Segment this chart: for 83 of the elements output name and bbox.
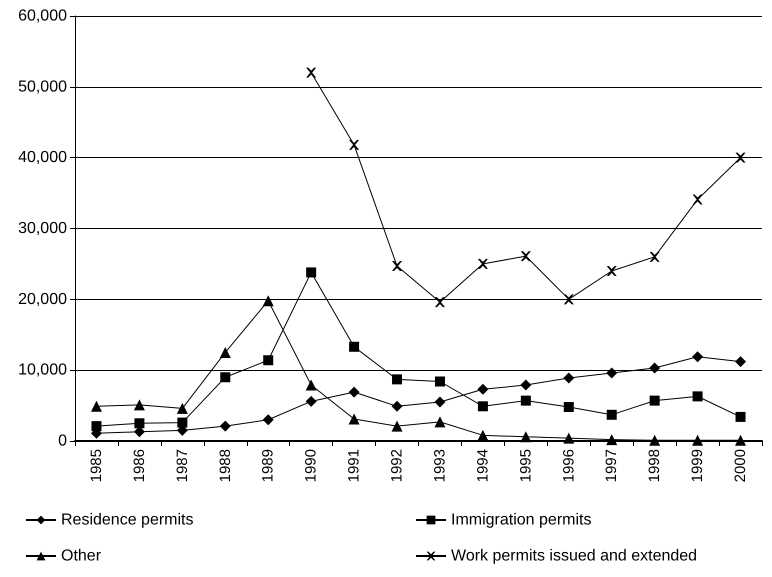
x-tick-label: 1994 xyxy=(474,449,492,482)
point xyxy=(564,294,574,304)
point xyxy=(220,346,231,358)
point xyxy=(606,434,618,446)
point xyxy=(434,376,445,386)
x-tick-label: 1988 xyxy=(216,449,234,482)
point xyxy=(563,372,574,384)
point xyxy=(134,399,145,410)
point xyxy=(434,396,446,408)
y-tick-label: 20,000 xyxy=(18,290,68,308)
point xyxy=(477,430,488,441)
y-tick-label: 30,000 xyxy=(18,220,68,237)
y-tick-label: 40,000 xyxy=(18,149,68,166)
point xyxy=(348,414,360,425)
point xyxy=(650,396,660,406)
point xyxy=(349,140,360,150)
x-tick-label: 1990 xyxy=(302,449,320,482)
x-tick-label: 1992 xyxy=(388,449,406,482)
point xyxy=(735,434,746,446)
point xyxy=(478,258,488,269)
point xyxy=(649,434,660,446)
point xyxy=(478,401,488,412)
x-tick-label: 1996 xyxy=(560,449,578,482)
point xyxy=(520,380,532,391)
point xyxy=(434,297,445,308)
x-tick-label: 1997 xyxy=(603,449,620,482)
point xyxy=(606,266,617,276)
x-tick-label: 1987 xyxy=(174,449,191,482)
y-tick-label: 10,000 xyxy=(18,362,68,379)
y-tick-label: 60,000 xyxy=(18,8,68,24)
point xyxy=(392,400,403,412)
point xyxy=(736,412,746,422)
point xyxy=(606,368,618,378)
point xyxy=(306,68,316,78)
y-tick-label: 0 xyxy=(58,432,68,450)
x-tick-label: 1986 xyxy=(130,449,148,482)
point xyxy=(434,416,446,428)
point xyxy=(306,396,317,407)
point xyxy=(177,418,188,428)
point xyxy=(176,402,188,414)
x-tick-label: 1985 xyxy=(88,449,105,482)
x-tick-label: 1995 xyxy=(517,449,534,482)
point xyxy=(392,261,402,272)
point xyxy=(220,420,231,432)
legend-label: Residence permits xyxy=(61,512,194,528)
point xyxy=(477,384,488,395)
point xyxy=(692,391,703,402)
point xyxy=(91,421,102,432)
legend-label: Other xyxy=(61,548,102,564)
point xyxy=(263,355,274,366)
legend-label: Work permits issued and extended xyxy=(451,548,698,564)
point xyxy=(520,396,531,406)
point xyxy=(520,431,532,442)
point xyxy=(90,400,102,412)
point xyxy=(262,414,274,426)
point xyxy=(262,295,274,306)
point xyxy=(392,420,403,432)
point xyxy=(349,342,360,352)
point xyxy=(649,362,660,374)
point xyxy=(692,434,704,446)
x-tick-label: 2000 xyxy=(732,449,750,482)
point xyxy=(736,152,746,163)
point xyxy=(348,386,360,398)
point xyxy=(606,410,617,420)
x-tick-label: 1999 xyxy=(689,449,706,482)
point xyxy=(650,252,660,262)
point xyxy=(306,380,317,391)
point xyxy=(692,194,703,204)
y-tick-label: 50,000 xyxy=(18,78,68,96)
point xyxy=(692,351,704,362)
point xyxy=(563,432,574,444)
point xyxy=(220,372,230,382)
point xyxy=(306,267,316,278)
point xyxy=(564,402,574,412)
point xyxy=(735,356,746,368)
x-tick-label: 1991 xyxy=(346,449,363,482)
x-tick-label: 1998 xyxy=(646,449,664,482)
x-tick-label: 1993 xyxy=(431,449,448,482)
point xyxy=(520,251,531,262)
legend-label: Immigration permits xyxy=(451,512,592,528)
point xyxy=(392,374,402,384)
x-tick-label: 1989 xyxy=(260,449,277,482)
point xyxy=(134,418,144,428)
